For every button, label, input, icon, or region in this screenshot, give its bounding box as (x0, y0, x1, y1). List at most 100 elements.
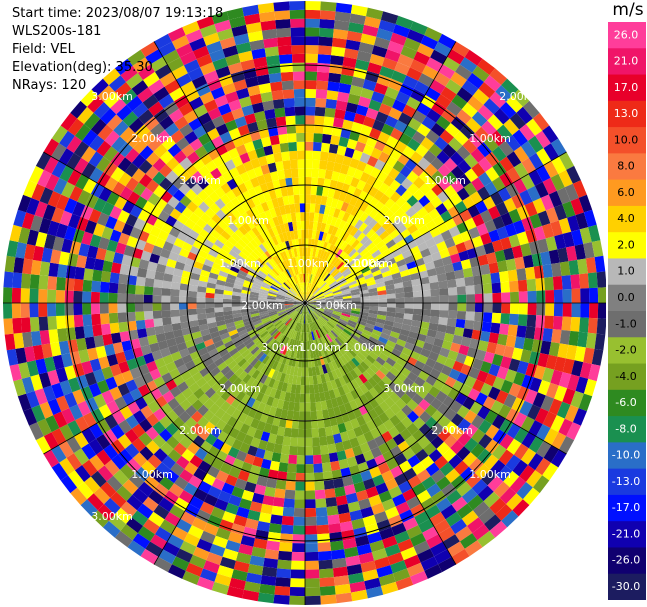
velocity-cell (338, 219, 347, 230)
velocity-cell (82, 459, 98, 477)
nrays-label: NRays: 120 (12, 78, 87, 93)
velocity-cell (412, 429, 425, 442)
velocity-cell (570, 390, 584, 409)
velocity-cell (195, 341, 206, 351)
velocity-cell (528, 135, 544, 153)
velocity-cell (59, 457, 75, 476)
velocity-cell (342, 374, 351, 384)
velocity-cell (330, 540, 344, 551)
velocity-cell (234, 280, 244, 287)
velocity-cell (267, 63, 281, 75)
velocity-cell (140, 187, 154, 201)
velocity-cell (327, 244, 335, 254)
velocity-cell (283, 98, 295, 108)
velocity-cell (310, 185, 318, 196)
velocity-cell (278, 542, 293, 552)
velocity-cell (276, 307, 286, 311)
velocity-cell (311, 366, 317, 376)
velocity-cell (103, 146, 119, 162)
velocity-cell (335, 592, 353, 604)
velocity-cell (370, 147, 383, 160)
velocity-cell (335, 100, 348, 111)
velocity-cell (268, 327, 277, 335)
velocity-cell (236, 390, 246, 402)
velocity-cell (393, 253, 405, 263)
velocity-cell (111, 136, 127, 152)
velocity-cell (290, 248, 296, 258)
velocity-cell (324, 262, 331, 271)
velocity-cell (276, 308, 286, 313)
velocity-cell (148, 79, 165, 95)
velocity-cell (146, 360, 158, 373)
velocity-cell (95, 345, 107, 359)
velocity-cell (31, 183, 46, 202)
velocity-cell (464, 168, 479, 183)
velocity-cell (288, 141, 297, 152)
velocity-cell (188, 212, 201, 224)
velocity-cell (44, 233, 56, 250)
velocity-cell (537, 380, 551, 396)
velocity-cell (243, 160, 254, 172)
velocity-cell (291, 330, 296, 340)
velocity-cell (250, 418, 260, 429)
velocity-cell (381, 220, 393, 231)
velocity-cell (246, 426, 257, 438)
velocity-cell (101, 226, 114, 240)
velocity-cell (248, 253, 257, 263)
velocity-cell (96, 434, 111, 450)
velocity-cell (297, 322, 301, 332)
velocity-cell (307, 294, 314, 301)
velocity-cell (542, 462, 559, 481)
velocity-cell (316, 304, 326, 307)
velocity-cell (239, 152, 251, 164)
velocity-cell (93, 393, 107, 409)
velocity-cell (39, 187, 54, 205)
velocity-cell (406, 195, 419, 207)
velocity-cell (371, 45, 388, 58)
range-label: 1.00km (469, 132, 511, 145)
velocity-cell (131, 437, 146, 453)
velocity-cell (263, 263, 272, 272)
velocity-cell (352, 445, 363, 457)
velocity-cell (24, 346, 36, 363)
velocity-cell (110, 424, 125, 440)
velocity-cell (197, 189, 209, 202)
velocity-cell (330, 256, 338, 265)
velocity-cell (436, 150, 451, 165)
velocity-cell (306, 314, 310, 324)
velocity-cell (277, 426, 286, 437)
velocity-cell (372, 236, 383, 246)
velocity-cell (378, 261, 389, 270)
velocity-cell (341, 288, 351, 294)
velocity-cell (450, 413, 464, 427)
velocity-cell (287, 221, 294, 232)
velocity-cell (155, 197, 168, 211)
velocity-cell (345, 391, 355, 403)
velocity-cell (121, 254, 133, 266)
velocity-cell (305, 229, 309, 239)
velocity-cell (305, 499, 316, 509)
velocity-cell (386, 135, 399, 149)
velocity-cell (98, 187, 112, 202)
velocity-cell (325, 98, 338, 109)
velocity-cell (318, 259, 325, 269)
velocity-cell (273, 1, 290, 12)
velocity-cell (68, 377, 81, 393)
velocity-cell (214, 303, 223, 308)
velocity-cell (317, 213, 324, 223)
velocity-cell (185, 562, 204, 577)
velocity-cell (450, 253, 461, 264)
velocity-cell (203, 493, 218, 507)
velocity-cell (287, 319, 294, 328)
velocity-cell (322, 125, 333, 135)
velocity-cell (301, 291, 305, 301)
velocity-cell (377, 462, 391, 475)
velocity-cell (345, 324, 355, 331)
velocity-cell (143, 294, 153, 303)
velocity-cell (353, 253, 362, 263)
velocity-cell (434, 71, 451, 87)
velocity-cell (314, 115, 325, 126)
velocity-cell (197, 313, 207, 320)
velocity-cell (134, 303, 144, 312)
velocity-cell (306, 314, 309, 324)
